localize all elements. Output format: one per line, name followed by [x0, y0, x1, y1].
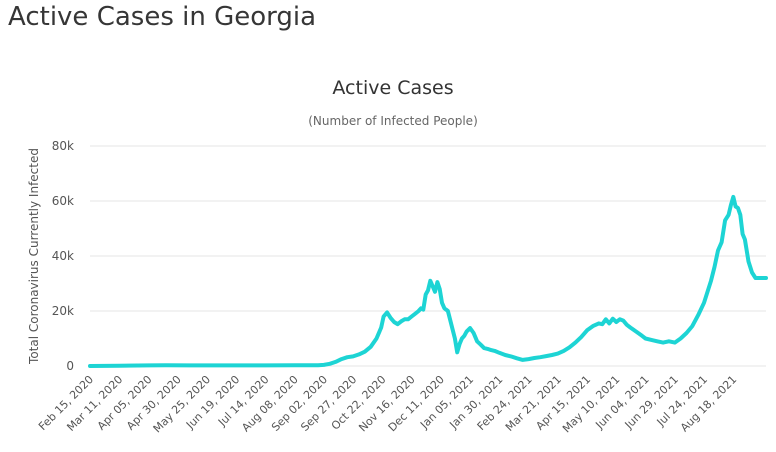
chart-subtitle: (Number of Infected People) [308, 114, 478, 128]
y-tick-label: 80k [52, 139, 74, 153]
y-tick-label: 60k [52, 194, 74, 208]
y-tick-label: 0 [66, 359, 74, 373]
y-axis-ticks: 0 20k 40k 60k 80k [52, 139, 74, 373]
y-tick-label: 40k [52, 249, 74, 263]
grid-lines [90, 145, 766, 367]
y-axis-label: Total Coronavirus Currently Infected [27, 148, 41, 365]
y-tick-label: 20k [52, 304, 74, 318]
chart-title: Active Cases [332, 77, 453, 99]
active-cases-line [88, 194, 768, 368]
page-title: Active Cases in Georgia [8, 2, 317, 32]
